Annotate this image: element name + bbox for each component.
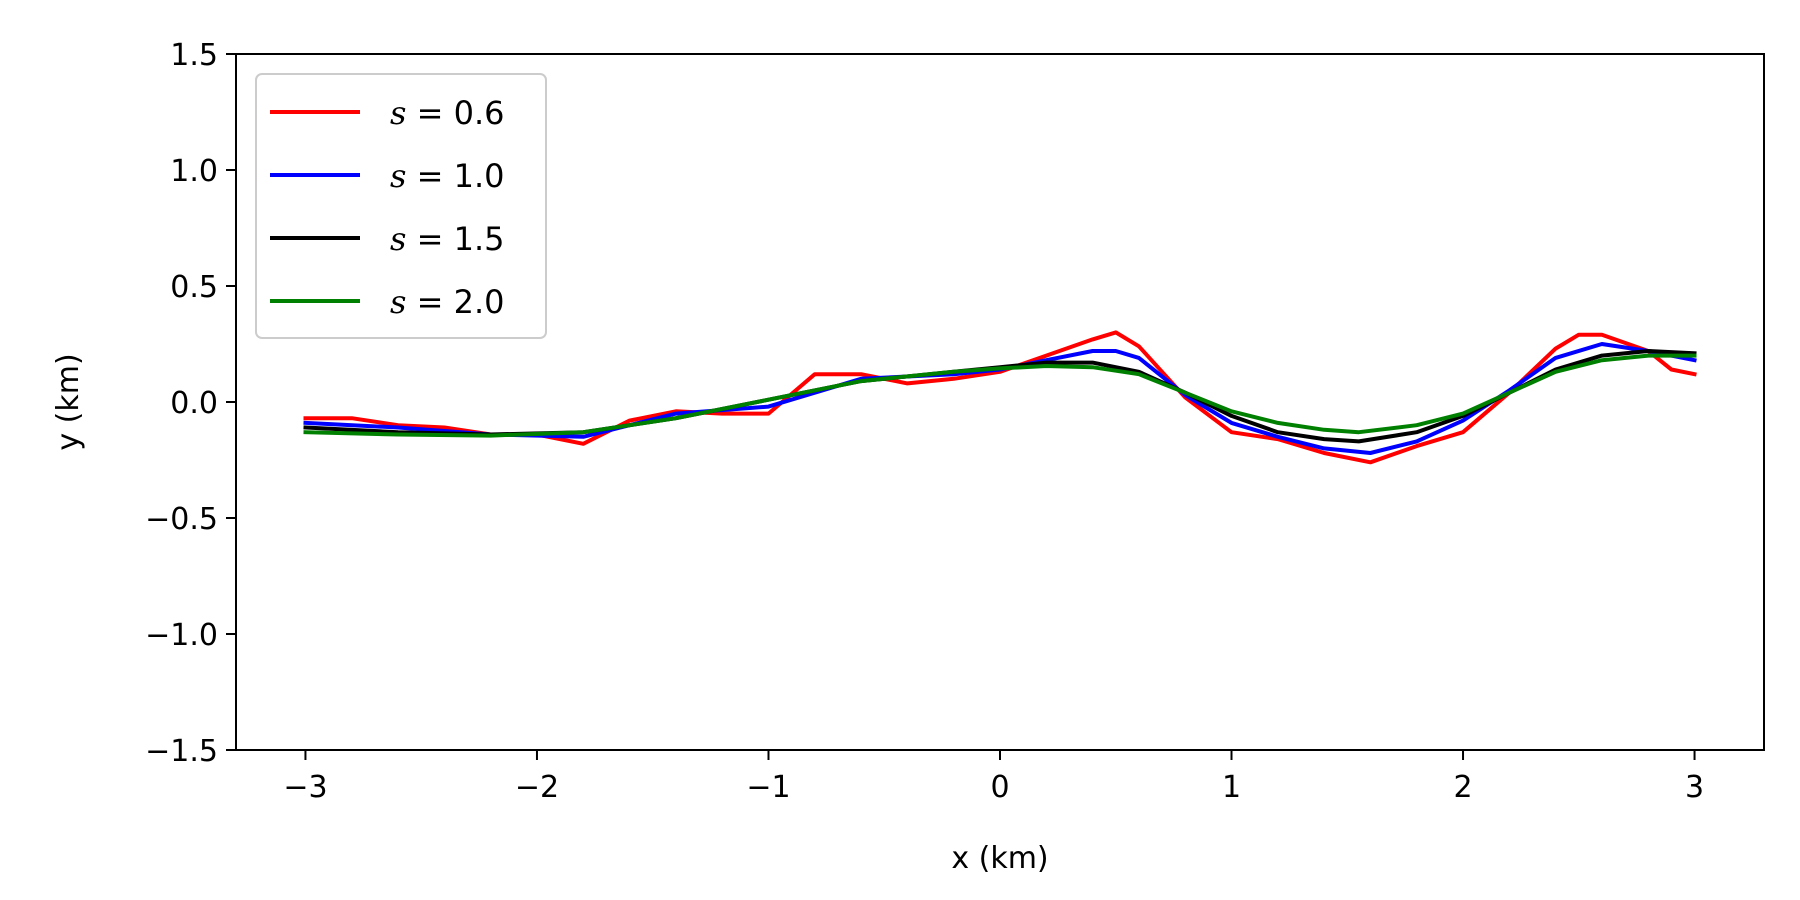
x-tick-label: −2	[515, 770, 559, 805]
x-tick-label: 3	[1685, 770, 1704, 805]
x-tick-label: 0	[990, 770, 1009, 805]
x-tick-label: −3	[283, 770, 327, 805]
series-line-3	[303, 353, 1697, 438]
y-tick-label: 0.0	[170, 386, 218, 421]
legend-entry-3: s = 2.0	[390, 283, 504, 321]
y-tick-label: 1.0	[170, 154, 218, 189]
y-axis-ticks: −1.5 −1.0 −0.5 0.0 0.5 1.0 1.5	[145, 38, 236, 769]
x-axis-label: x (km)	[951, 841, 1048, 876]
legend: s = 0.6 s = 1.0 s = 1.5 s = 2.0	[255, 73, 547, 339]
legend-box	[255, 73, 547, 339]
x-axis-ticks: −3 −2 −1 0 1 2 3	[283, 750, 1704, 805]
series-line-1	[303, 342, 1697, 455]
y-tick-label: −1.5	[145, 734, 218, 769]
y-tick-label: −1.0	[145, 618, 218, 653]
x-tick-label: 2	[1453, 770, 1472, 805]
legend-entry-0: s = 0.6	[390, 94, 504, 132]
y-tick-label: 1.5	[170, 38, 218, 73]
x-tick-label: −1	[746, 770, 790, 805]
plot-lines	[303, 330, 1697, 465]
y-tick-label: 0.5	[170, 270, 218, 305]
series-line-0	[303, 330, 1697, 465]
legend-entry-1: s = 1.0	[390, 157, 504, 195]
x-tick-label: 1	[1222, 770, 1241, 805]
legend-entry-2: s = 1.5	[390, 220, 504, 258]
y-tick-label: −0.5	[145, 502, 218, 537]
y-axis-label: y (km)	[51, 353, 86, 450]
